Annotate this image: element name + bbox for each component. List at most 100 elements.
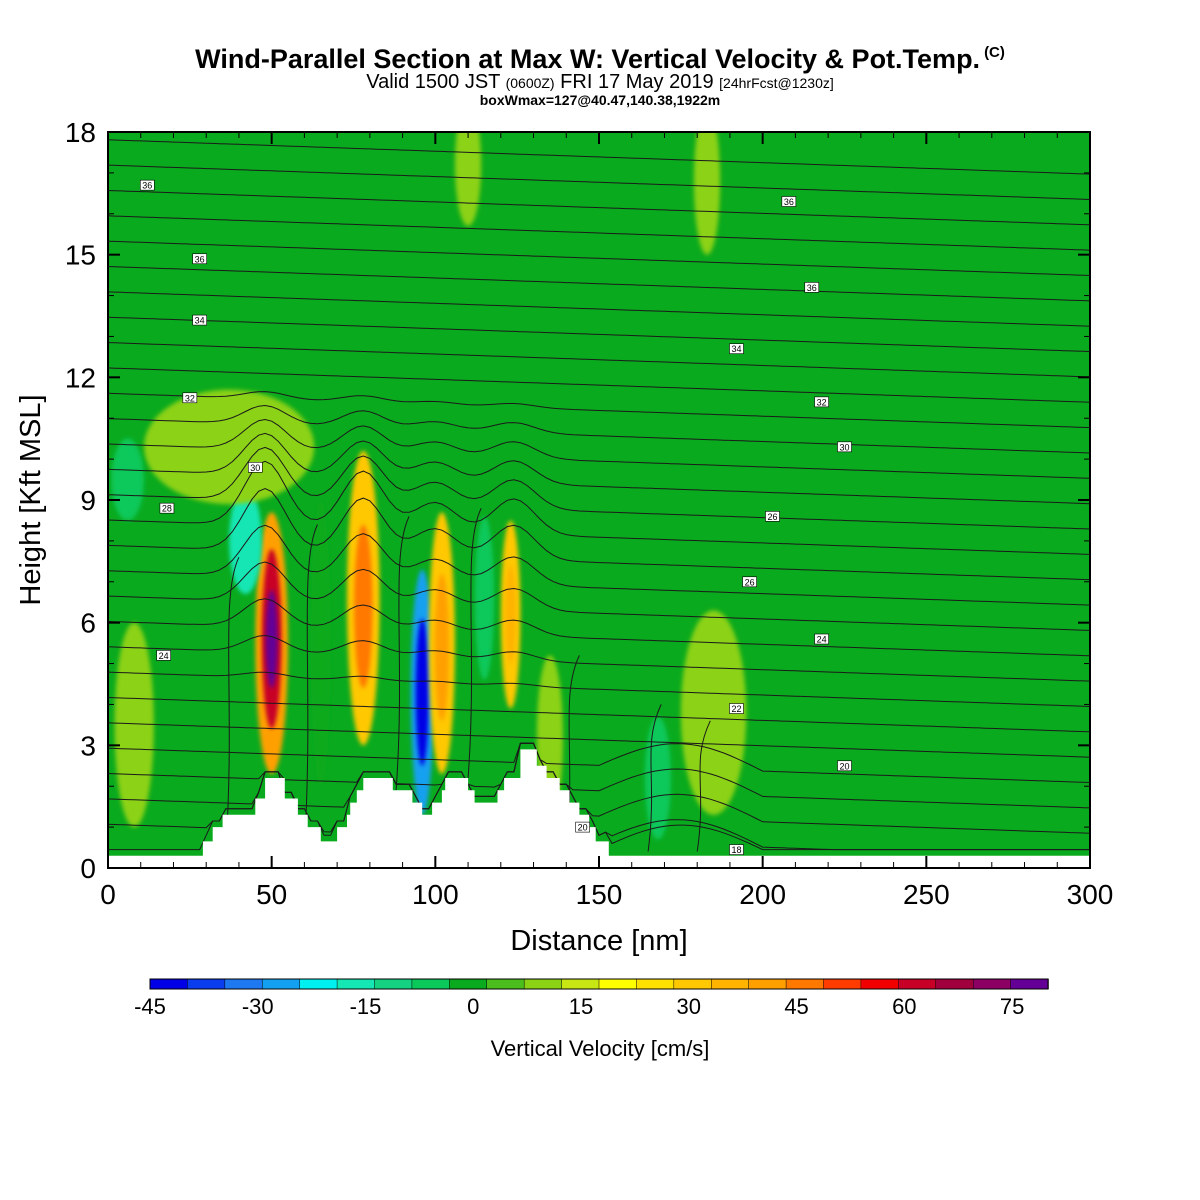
contour-label-box [729,703,744,714]
colorbar-swatch [711,978,750,990]
contour-label-box [781,196,797,207]
contour-label: 20 [837,760,852,772]
isentrope-line [108,404,1090,454]
title-main: Wind-Parallel Section at Max W: Vertical… [195,44,981,74]
isentrope-line [108,487,1090,581]
isentrope-line [108,391,1090,429]
colorbar-swatch [486,978,525,990]
velocity-cell [144,389,315,505]
x-tick-label: 150 [576,879,623,910]
contour-label: 26 [742,576,757,587]
isentrope-line [108,418,1090,479]
chart-subtitle: Valid 1500 JST (0600Z) FRI 17 May 2019 [… [0,72,1200,93]
velocity-cell [114,622,154,828]
y-tick-label: 6 [80,608,96,639]
isentrope-line [696,720,711,852]
x-tick-label: 0 [100,879,116,910]
isentrope-line [395,516,410,791]
colorbar-swatch [187,978,226,990]
chart-title: Wind-Parallel Section at Max W: Vertical… [0,44,1200,75]
colorbar-tick-label: 0 [467,994,479,1019]
valid-date: FRI 17 May 2019 [560,71,714,93]
velocity-cell [434,573,450,721]
contour-label-box [139,179,155,191]
contour-label-text: 24 [159,651,169,661]
contour-label: 28 [159,502,175,514]
colorbar-tick-label: 75 [1000,994,1024,1019]
contour-label-box [814,633,829,645]
x-tick-label: 50 [256,879,287,910]
contour-labels: 18 20 20 22 24 24 26 26 28 30 30 32 32 34 34 36 36 36 36 [139,179,852,855]
isentrope-line [108,291,1090,327]
isentrope-line [108,524,1090,606]
colorbar-swatch [336,978,376,990]
colorbar-tick-label: 30 [677,994,701,1019]
contour-label-text: 36 [142,181,152,191]
contour-label-text: 34 [731,344,741,354]
y-tick-label: 15 [65,240,96,271]
contour-label-box [159,502,175,514]
colorbar-frame [149,978,1049,990]
contour-label: 34 [192,314,207,326]
colorbar-tick-label: 60 [892,994,916,1019]
y-tick-label: 3 [80,730,96,761]
isentrope-line [108,240,1090,276]
contour-label-text: 24 [817,635,827,645]
isentrope-line [108,598,1090,657]
contour-label: 36 [192,253,207,265]
colorbar-swatch [523,978,563,990]
contour-label-text: 28 [162,504,172,514]
isentrope-line [108,742,1090,809]
contour-label-box [182,392,198,404]
contour-label-box [729,343,744,355]
isentrope-line [108,446,1090,530]
contour-label-box [837,760,852,772]
colorbar-swatch [598,978,638,990]
colorbar-label: Vertical Velocity [cm/s] [490,1036,710,1061]
colorbar-tick-label: -30 [242,994,274,1019]
terrain [108,749,1090,868]
colorbar-tick-label: 45 [784,994,808,1019]
valid-utc: (0600Z) [505,75,555,91]
colorbar-tick-label: -15 [350,994,382,1019]
contour-label-text: 18 [731,845,741,855]
contour-label-box [248,461,263,473]
isentrope-line [108,316,1090,353]
contour-label-box [192,314,207,326]
valid-time: Valid 1500 JST [366,71,501,93]
colorbar-swatch [1010,978,1049,990]
terrain-profile [108,749,1090,868]
contour-label: 24 [814,633,829,645]
y-tick-label: 0 [80,853,96,884]
colorbar-swatch [972,978,1012,990]
isentrope-line [108,697,1090,733]
velocity-cell [505,565,516,664]
contour-label-text: 32 [817,397,827,407]
isentrope-line [108,561,1090,631]
velocity-cell [354,524,373,689]
x-tick-label: 250 [903,879,950,910]
potential-temperature-contours [108,139,1090,852]
contour-label-text: 36 [195,254,205,264]
isentrope-line [467,507,482,779]
y-tick-label: 9 [80,485,96,516]
contour-label: 36 [804,282,820,293]
velocity-cell [310,499,331,787]
isentrope-line [225,556,240,848]
colorbar-swatch [149,978,189,990]
x-tick-label: 200 [739,879,786,910]
contour-label-box [192,253,207,265]
colorbar-swatch [262,978,301,990]
contour-label: 30 [837,441,852,452]
box-max-info: boxWmax=127@40.47,140.38,1922m [479,92,721,108]
colorbar: -45 -30 -15 0 15 30 45 60 75 [134,978,1049,1019]
contour-label-box [575,821,590,833]
isentrope-line [108,215,1090,251]
forecast-info: [24hrFcst@1230z] [719,75,834,91]
contour-label: 26 [765,511,780,522]
colorbar-swatch [785,978,825,990]
copyright-mark: (C) [984,44,1005,61]
colorbar-swatch [411,978,451,990]
